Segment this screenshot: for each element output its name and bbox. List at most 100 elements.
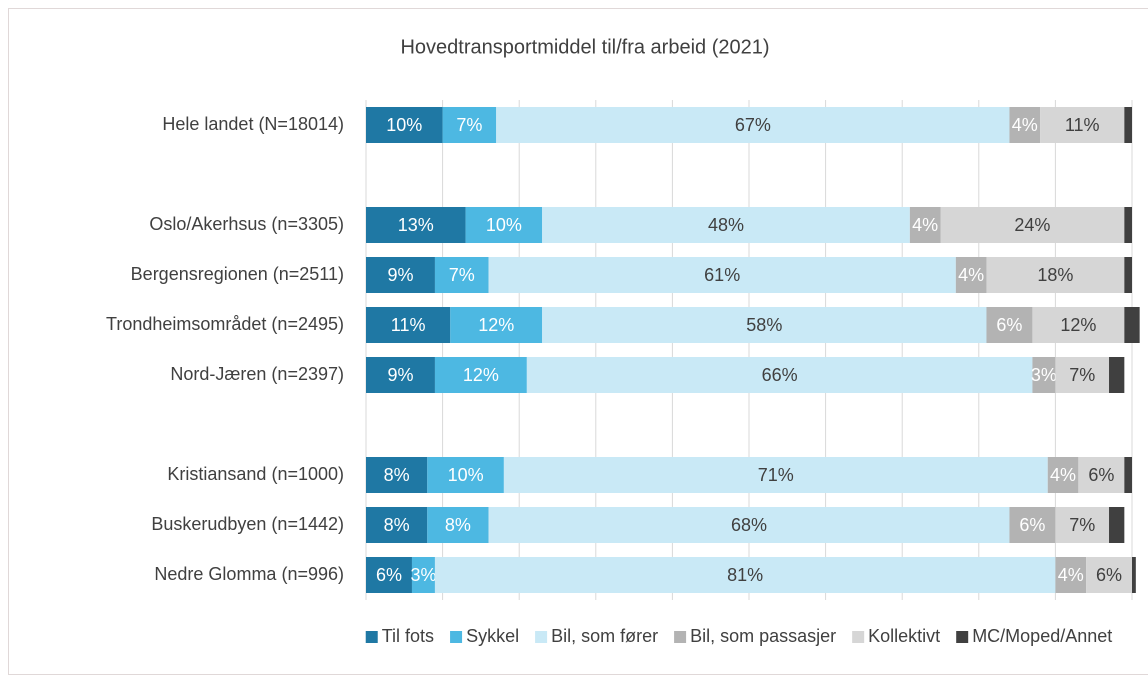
- bar-segment: [366, 307, 451, 343]
- data-label: 13%: [398, 215, 434, 235]
- data-label: 7%: [1069, 515, 1095, 535]
- y-tick-label: Nord-Jæren (n=2397): [170, 364, 344, 384]
- legend-swatch: [450, 631, 463, 643]
- bar-segment: [1109, 357, 1125, 393]
- y-tick-label: Buskerudbyen (n=1442): [151, 514, 344, 534]
- data-label: 4%: [958, 265, 984, 285]
- chart-title: Hovedtransportmiddel til/fra arbeid (202…: [400, 36, 769, 58]
- bar-segment: [488, 257, 956, 293]
- y-tick-label: Nedre Glomma (n=996): [154, 564, 344, 584]
- data-label: 4%: [1012, 115, 1038, 135]
- data-label: 6%: [996, 315, 1022, 335]
- bar-segment: [488, 507, 1010, 543]
- bar-segment: [1124, 457, 1132, 493]
- bar-segment: [1086, 557, 1132, 593]
- legend-swatch: [535, 631, 548, 643]
- legend-swatch: [674, 631, 687, 643]
- legend-label: Kollektivt: [868, 626, 940, 646]
- y-tick-label: Hele landet (N=18014): [162, 114, 344, 134]
- bar-segment: [427, 507, 489, 543]
- data-label: 6%: [1096, 565, 1122, 585]
- bar-segment: [542, 207, 910, 243]
- legend-swatch: [956, 631, 969, 643]
- y-tick-label: Oslo/Akerhsus (n=3305): [149, 214, 344, 234]
- legend-label: Bil, som fører: [551, 626, 658, 646]
- bar-segment: [1055, 507, 1110, 543]
- data-label: 10%: [386, 115, 422, 135]
- bar-segment: [434, 257, 489, 293]
- data-label: 18%: [1037, 265, 1073, 285]
- bar-segment: [465, 207, 543, 243]
- data-label: 12%: [463, 365, 499, 385]
- data-label: 8%: [384, 515, 410, 535]
- bar-segment: [1055, 357, 1110, 393]
- bar-segment: [366, 257, 435, 293]
- bar-segment: [411, 557, 435, 593]
- bar-segment: [366, 357, 435, 393]
- bar-segment: [450, 307, 543, 343]
- bar-segment: [1124, 307, 1140, 343]
- y-tick-label: Kristiansand (n=1000): [167, 464, 344, 484]
- data-label: 12%: [1060, 315, 1096, 335]
- bar-segment: [1124, 207, 1132, 243]
- data-label: 7%: [456, 115, 482, 135]
- legend-swatch: [365, 631, 378, 643]
- bar-segment: [940, 207, 1125, 243]
- data-label: 66%: [762, 365, 798, 385]
- bar-segment: [1032, 357, 1056, 393]
- data-label: 6%: [376, 565, 402, 585]
- bar-segment: [496, 107, 1010, 143]
- data-label: 8%: [384, 465, 410, 485]
- data-label: 11%: [1065, 115, 1100, 135]
- bar-segment: [434, 357, 527, 393]
- data-label: 10%: [486, 215, 522, 235]
- bar-segment: [1009, 107, 1041, 143]
- legend-label: Til fots: [382, 626, 434, 646]
- bar-segment: [1032, 307, 1125, 343]
- data-label: 9%: [387, 265, 413, 285]
- y-tick-label: Bergensregionen (n=2511): [131, 264, 344, 284]
- bar-segment: [366, 557, 412, 593]
- bar-segment: [427, 457, 504, 493]
- bar-segment: [909, 207, 941, 243]
- bar-segment: [986, 307, 1033, 343]
- data-label: 58%: [746, 315, 782, 335]
- legend-swatch: [852, 631, 865, 643]
- bar-segment: [1109, 507, 1125, 543]
- bar-segment: [986, 257, 1125, 293]
- data-label: 71%: [758, 465, 794, 485]
- bar-segment: [442, 107, 497, 143]
- bar-segment: [955, 257, 987, 293]
- bar-segment: [1078, 457, 1125, 493]
- data-label: 3%: [410, 565, 436, 585]
- data-label: 67%: [735, 115, 771, 135]
- bar-segment: [434, 557, 1056, 593]
- data-label: 7%: [449, 265, 475, 285]
- data-label: 9%: [387, 365, 413, 385]
- bar-segment: [1124, 257, 1132, 293]
- data-label: 12%: [478, 315, 514, 335]
- bar-segment: [1124, 107, 1132, 143]
- data-label: 68%: [731, 515, 767, 535]
- bar-segment: [366, 507, 428, 543]
- data-label: 24%: [1014, 215, 1050, 235]
- bar-segment: [503, 457, 1048, 493]
- bar-segment: [366, 107, 443, 143]
- legend-label: Sykkel: [466, 626, 519, 646]
- data-label: 81%: [727, 565, 763, 585]
- bar-segment: [1040, 107, 1125, 143]
- bar-segment: [366, 457, 428, 493]
- legend-label: MC/Moped/Annet: [972, 626, 1112, 646]
- data-label: 4%: [1058, 565, 1084, 585]
- data-label: 61%: [704, 265, 740, 285]
- data-label: 11%: [391, 315, 426, 335]
- data-label: 7%: [1069, 365, 1095, 385]
- legend-label: Bil, som passasjer: [690, 626, 836, 646]
- data-label: 8%: [445, 515, 471, 535]
- bar-segment: [1055, 557, 1087, 593]
- bar-segment: [526, 357, 1033, 393]
- bar-segment: [1132, 557, 1136, 593]
- data-label: 6%: [1019, 515, 1045, 535]
- data-label: 4%: [1050, 465, 1076, 485]
